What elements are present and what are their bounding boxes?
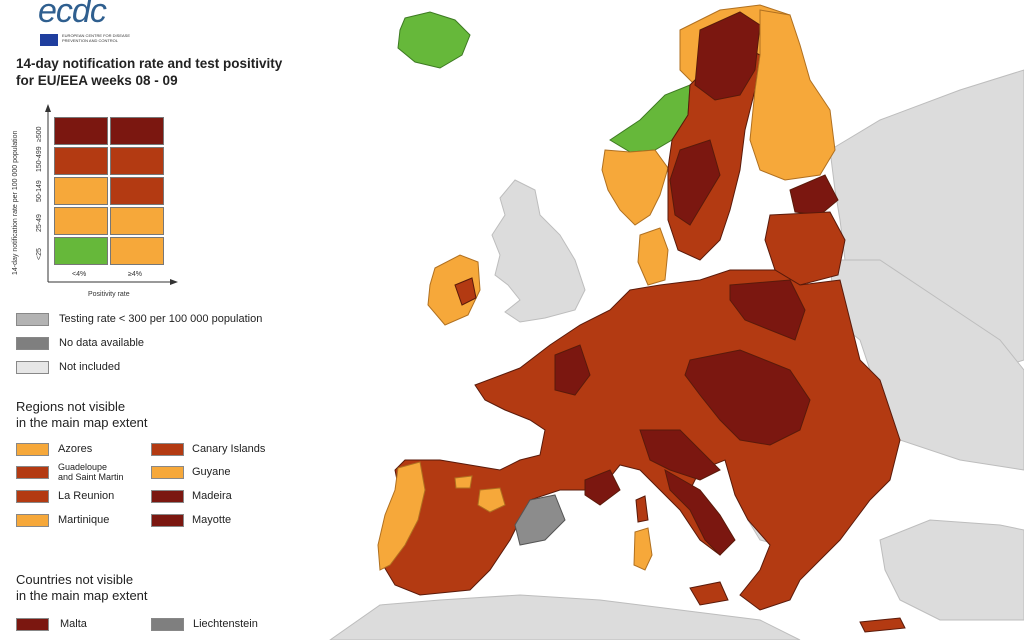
title-line-2: for EU/EEA weeks 08 - 09	[16, 73, 178, 88]
regions-heading-line-2: in the main map extent	[16, 415, 148, 430]
sweden-north-dark	[694, 11, 761, 101]
countries-heading-line-1: Countries not visible	[16, 572, 134, 587]
catalonia-no-data	[514, 494, 566, 546]
great-britain	[491, 179, 586, 323]
map-title: 14-day notification rate and test positi…	[16, 55, 282, 89]
denmark	[637, 227, 669, 286]
country-label: Malta	[60, 618, 87, 630]
latvia-lithuania	[764, 211, 846, 286]
matrix-cell	[110, 117, 164, 145]
region-label: Canary Islands	[192, 443, 266, 455]
matrix-cell	[54, 177, 108, 205]
matrix-cell	[54, 117, 108, 145]
dark-red-regions	[554, 279, 811, 556]
country-label: Liechtenstein	[193, 618, 258, 630]
matrix-cell	[110, 237, 164, 265]
regions-heading: Regions not visible in the main map exte…	[16, 399, 148, 431]
region-label: Martinique	[58, 514, 110, 526]
title-line-1: 14-day notification rate and test positi…	[16, 56, 283, 71]
region-swatch	[16, 514, 49, 527]
region-swatch	[151, 490, 184, 503]
matrix-axes	[45, 104, 178, 285]
region-swatch	[151, 466, 184, 479]
matrix-x-axis-label: Positivity rate	[88, 291, 130, 298]
matrix-cell	[110, 147, 164, 175]
legend-swatch	[16, 337, 49, 350]
spain-orange	[477, 487, 506, 513]
matrix-x-tick: ≥4%	[128, 271, 142, 278]
norway-orange	[601, 149, 669, 226]
portugal-orange	[377, 461, 426, 571]
logo-text: ecdc	[38, 0, 107, 30]
spain-orange-north	[454, 475, 473, 489]
iceland	[397, 11, 471, 69]
turkey	[879, 519, 1024, 621]
ireland	[427, 254, 481, 326]
region-label: La Reunion	[58, 490, 115, 502]
legend-swatch	[16, 313, 49, 326]
eu-flag-icon	[40, 34, 58, 46]
countries-heading-line-2: in the main map extent	[16, 588, 148, 603]
crete	[859, 617, 906, 633]
sicily	[689, 581, 729, 606]
legend-label: No data available	[59, 337, 145, 349]
region-swatch	[151, 443, 184, 456]
ukraine-belarus	[829, 259, 1024, 471]
corsica	[635, 495, 649, 523]
matrix-x-tick: <4%	[72, 271, 87, 278]
legend-label: Not included	[59, 361, 121, 373]
country-swatch	[16, 618, 49, 631]
region-label: Guadeloupe and Saint Martin	[58, 462, 124, 482]
legend-swatch	[16, 361, 49, 374]
region-label-line-1: Guadeloupe	[58, 462, 108, 472]
sardinia	[633, 527, 653, 571]
region-label: Madeira	[192, 490, 232, 502]
matrix-cell	[54, 207, 108, 235]
country-swatch	[151, 618, 184, 631]
countries-heading: Countries not visible in the main map ex…	[16, 572, 148, 604]
north-africa	[329, 594, 801, 640]
region-label: Azores	[58, 443, 93, 455]
matrix-cell	[110, 177, 164, 205]
region-swatch	[16, 490, 49, 503]
region-label: Guyane	[192, 466, 231, 478]
matrix-cell	[110, 207, 164, 235]
region-swatch	[151, 514, 184, 527]
region-swatch	[16, 443, 49, 456]
matrix-cell	[54, 237, 108, 265]
ireland-red	[454, 277, 477, 306]
region-swatch	[16, 466, 49, 479]
positivity-matrix	[54, 117, 166, 267]
estonia	[789, 174, 839, 216]
region-label-line-2: and Saint Martin	[58, 472, 124, 482]
region-label: Mayotte	[192, 514, 232, 526]
legend-panel: ecdc EUROPEAN CENTRE FOR DISEASE PREVENT…	[0, 0, 370, 640]
finland	[749, 9, 836, 181]
logo-subtitle: EUROPEAN CENTRE FOR DISEASE PREVENTION A…	[62, 33, 131, 43]
legend-label: Testing rate < 300 per 100 000 populatio…	[59, 313, 263, 325]
regions-heading-line-1: Regions not visible	[16, 399, 126, 414]
sweden-mid-dark	[669, 139, 721, 226]
matrix-cell	[54, 147, 108, 175]
